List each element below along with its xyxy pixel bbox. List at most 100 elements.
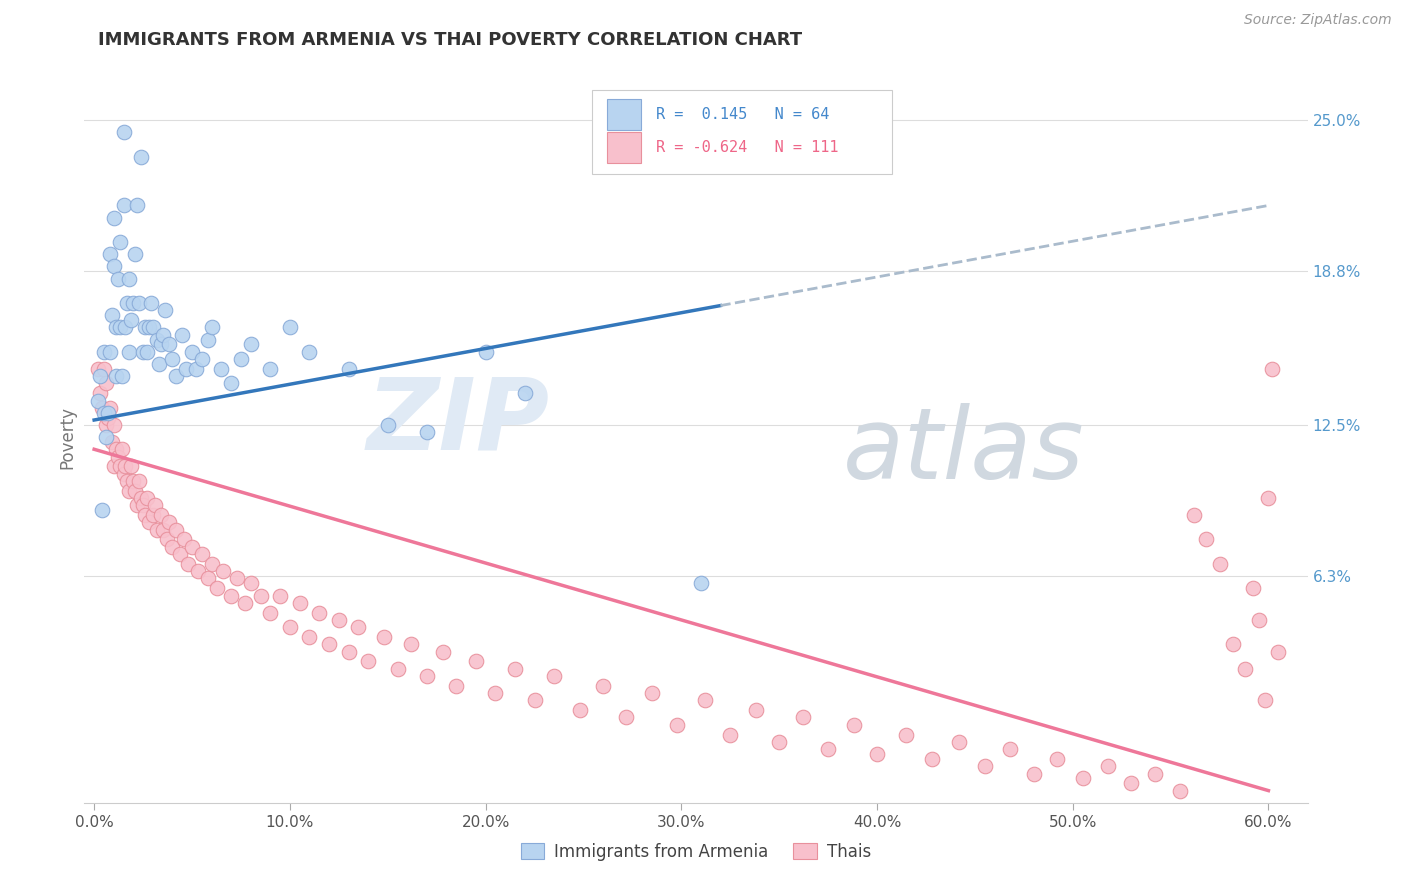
- Point: [464, 654, 486, 668]
- Point: [149, 337, 172, 351]
- Text: atlas: atlas: [842, 403, 1084, 500]
- Point: [108, 235, 131, 249]
- Point: [112, 198, 135, 212]
- Point: [416, 425, 439, 440]
- Point: [768, 735, 790, 749]
- Point: [143, 499, 166, 513]
- Point: [373, 630, 395, 644]
- FancyBboxPatch shape: [606, 132, 641, 163]
- Point: [155, 533, 177, 547]
- Point: [142, 320, 165, 334]
- Point: [1046, 752, 1069, 766]
- Point: [191, 352, 214, 367]
- Point: [181, 344, 204, 359]
- Text: R = -0.624   N = 111: R = -0.624 N = 111: [655, 140, 838, 155]
- Point: [136, 344, 159, 359]
- Point: [139, 296, 162, 310]
- Point: [122, 296, 145, 310]
- Point: [162, 540, 184, 554]
- Text: IMMIGRANTS FROM ARMENIA VS THAI POVERTY CORRELATION CHART: IMMIGRANTS FROM ARMENIA VS THAI POVERTY …: [98, 31, 803, 49]
- Point: [543, 669, 565, 683]
- Point: [399, 637, 422, 651]
- Point: [1261, 361, 1284, 376]
- Point: [259, 361, 281, 376]
- Point: [1195, 533, 1218, 547]
- Point: [94, 376, 117, 391]
- Point: [187, 564, 209, 578]
- Point: [120, 313, 142, 327]
- Point: [259, 606, 281, 620]
- Point: [387, 662, 409, 676]
- Point: [174, 361, 197, 376]
- Point: [207, 581, 229, 595]
- Point: [117, 474, 139, 488]
- Point: [337, 361, 360, 376]
- Point: [219, 589, 242, 603]
- Point: [136, 491, 159, 505]
- Point: [357, 654, 380, 668]
- Point: [592, 679, 614, 693]
- Point: [97, 406, 120, 420]
- Point: [523, 693, 546, 707]
- Point: [1208, 557, 1230, 571]
- Point: [568, 703, 591, 717]
- Point: [209, 361, 232, 376]
- Point: [226, 572, 249, 586]
- Text: Source: ZipAtlas.com: Source: ZipAtlas.com: [1244, 13, 1392, 28]
- Point: [165, 523, 187, 537]
- Point: [693, 693, 716, 707]
- Point: [173, 533, 195, 547]
- Point: [212, 564, 235, 578]
- Point: [110, 369, 132, 384]
- Point: [89, 369, 111, 384]
- Point: [298, 344, 321, 359]
- Point: [118, 344, 141, 359]
- Point: [432, 645, 454, 659]
- Point: [124, 247, 146, 261]
- Point: [138, 320, 160, 334]
- Point: [689, 576, 711, 591]
- Point: [112, 467, 135, 481]
- Point: [148, 357, 170, 371]
- Point: [842, 718, 865, 732]
- Point: [197, 572, 219, 586]
- Point: [641, 686, 664, 700]
- Point: [157, 516, 180, 530]
- Point: [219, 376, 242, 391]
- Point: [1222, 637, 1244, 651]
- Point: [896, 727, 918, 741]
- Point: [129, 491, 152, 505]
- Point: [1022, 766, 1045, 780]
- Point: [239, 337, 262, 351]
- Text: ZIP: ZIP: [366, 374, 550, 471]
- Point: [91, 503, 114, 517]
- Point: [98, 344, 121, 359]
- Point: [337, 645, 360, 659]
- Point: [200, 557, 222, 571]
- Point: [169, 547, 191, 561]
- Point: [132, 344, 155, 359]
- Point: [103, 417, 125, 432]
- Point: [146, 523, 169, 537]
- Point: [100, 308, 122, 322]
- Point: [108, 320, 131, 334]
- Point: [134, 508, 156, 522]
- Point: [98, 247, 121, 261]
- Point: [197, 333, 219, 347]
- Point: [318, 637, 340, 651]
- Point: [328, 613, 350, 627]
- Point: [347, 620, 370, 634]
- Point: [152, 523, 174, 537]
- Point: [87, 393, 110, 408]
- Point: [129, 150, 152, 164]
- Point: [94, 430, 117, 444]
- Point: [1257, 491, 1279, 505]
- Point: [921, 752, 943, 766]
- Point: [181, 540, 204, 554]
- Point: [666, 718, 689, 732]
- Legend: Immigrants from Armenia, Thais: Immigrants from Armenia, Thais: [515, 837, 877, 868]
- Point: [229, 352, 252, 367]
- Point: [127, 499, 149, 513]
- Point: [152, 327, 174, 342]
- Point: [298, 630, 321, 644]
